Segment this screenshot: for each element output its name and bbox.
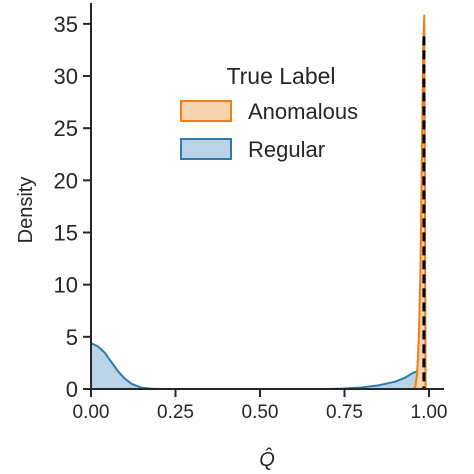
axis-ticks: 0 5 10 15 20 25 30 35 0.00 0.25 0.50 0.75 1.00 [54, 12, 448, 423]
y-tick-label-7: 35 [54, 12, 78, 37]
y-tick-label-4: 20 [54, 168, 78, 193]
legend-label-anomalous: Anomalous [248, 99, 358, 124]
legend-swatch-anomalous [180, 100, 232, 122]
x-tick-label-2: 0.50 [242, 402, 279, 423]
x-tick-label-0: 0.00 [73, 402, 110, 423]
x-tick-label-1: 0.25 [157, 402, 194, 423]
y-tick-label-3: 15 [54, 221, 78, 246]
legend-title: True Label [226, 63, 335, 89]
legend: True Label Anomalous Regular [180, 63, 358, 162]
y-tick-label-5: 25 [54, 116, 78, 141]
line-anomalous [412, 14, 427, 390]
legend-label-regular: Regular [248, 137, 325, 162]
area-regular [91, 343, 426, 389]
y-axis-title: Density [15, 177, 37, 244]
y-tick-label-0: 0 [66, 377, 78, 402]
legend-swatch-regular [180, 138, 232, 160]
x-axis-title: Q̂ [259, 448, 275, 471]
y-tick-label-6: 30 [54, 64, 78, 89]
y-tick-label-1: 5 [66, 325, 78, 350]
x-tick-label-4: 1.00 [411, 402, 448, 423]
line-regular [90, 342, 427, 390]
x-tick-label-3: 0.75 [326, 402, 363, 423]
y-tick-label-2: 10 [54, 273, 78, 298]
